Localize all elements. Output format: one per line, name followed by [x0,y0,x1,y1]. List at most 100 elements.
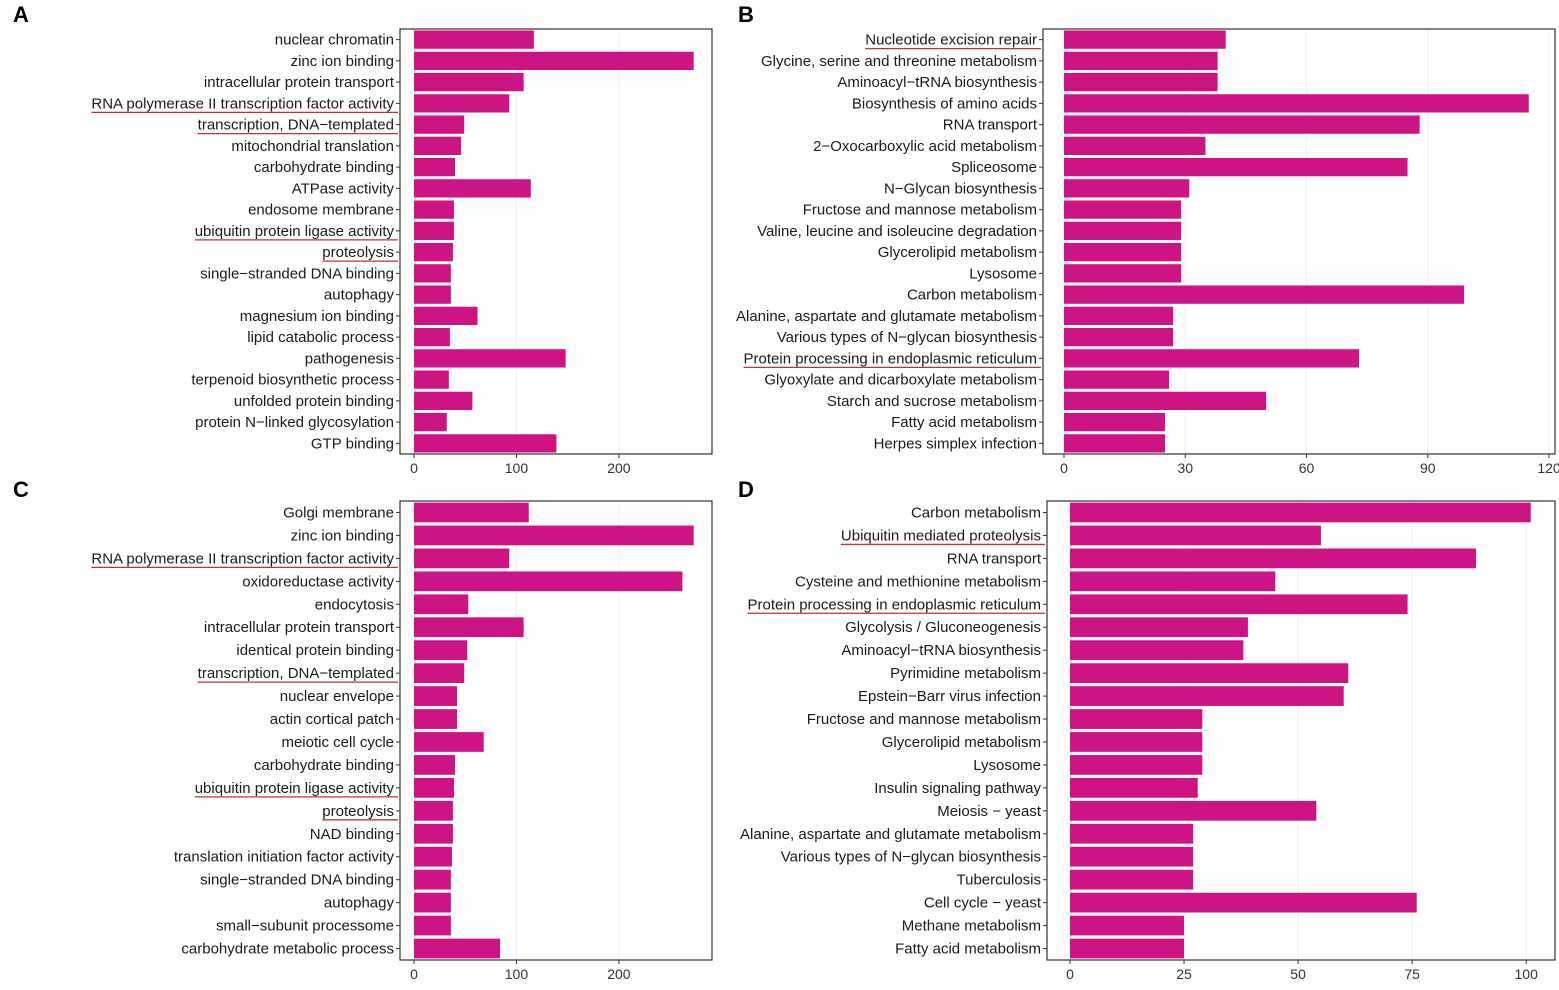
bar [414,370,449,389]
plot-frame [399,500,713,961]
category-label: ubiquitin protein ligase activity [195,223,395,240]
bar [1064,136,1206,156]
bar [1070,755,1203,775]
category-label: meiotic cell cycle [281,734,394,751]
category-label: Herpes simplex infection [874,435,1037,452]
x-tick-label: 200 [607,966,631,982]
category-label: identical protein binding [236,642,394,659]
x-tick-label: 30 [1177,460,1193,476]
category-label: ATPase activity [292,180,395,197]
bar [414,732,484,752]
bar [1064,285,1465,304]
category-label: mitochondrial translation [231,138,394,155]
category-label: Lysosome [969,265,1037,282]
bar [1064,391,1267,411]
category-label: Fructose and mannose metabolism [807,711,1041,728]
bar [414,938,501,959]
category-label: Carbon metabolism [907,287,1037,304]
category-label: autophagy [324,895,395,912]
panel-b: B Nucleotide excision repair Glycine, seri… [736,2,1559,476]
bar [414,800,453,821]
x-tick-label: 50 [1290,966,1306,982]
x-tick-label: 0 [1066,966,1074,982]
x-tick-label: 60 [1299,460,1315,476]
x-tick-label: 100 [505,460,529,476]
bar [414,179,531,198]
category-label: translation initiation factor activity [174,849,395,866]
plot-frame [1042,28,1556,455]
bar [414,594,469,615]
category-label: GTP binding [311,435,394,452]
bar [414,663,465,683]
bar [1070,869,1194,890]
x-tick-label: 0 [410,460,418,476]
category-label: Aminoacyl−tRNA biosynthesis [837,74,1037,91]
bar [414,72,524,92]
bar [414,30,534,49]
category-label: intracellular protein transport [204,619,395,636]
category-label: Various types of N−glycan biosynthesis [781,849,1041,866]
bar [1064,306,1174,326]
category-label: carbohydrate binding [254,757,394,774]
bar [1070,594,1408,615]
bar [414,221,454,241]
category-label: Methane metabolism [902,918,1041,935]
bar [414,115,465,134]
plot-frame [1046,500,1556,961]
category-label: ubiquitin protein ligase activity [195,780,395,797]
x-tick-label: 0 [410,966,418,982]
bar [414,846,452,867]
bar [1070,892,1417,913]
category-label: Protein processing in endoplasmic reticu… [748,596,1041,613]
bar [1070,823,1194,844]
x-tick-label: 120 [1537,460,1559,476]
category-label: Meiosis − yeast [937,803,1042,820]
bar [414,200,454,219]
category-label: pathogenesis [305,350,394,367]
category-label: Cell cycle − yeast [924,895,1042,912]
bar [414,640,468,661]
category-label: Ubiquitin mediated proteolysis [841,527,1041,544]
category-label: Valine, leucine and isoleucine degradati… [757,223,1037,240]
bar [1070,732,1203,752]
x-tick-label: 90 [1420,460,1436,476]
category-label: Fatty acid metabolism [895,941,1041,958]
category-label: Starch and sucrose metabolism [827,393,1037,410]
category-label: Glycerolipid metabolism [882,734,1041,751]
category-label: zinc ion binding [291,527,394,544]
bar [414,617,524,638]
x-tick-label: 25 [1176,966,1192,982]
category-label: single−stranded DNA binding [200,265,394,282]
x-tick-label: 100 [505,966,529,982]
category-label: autophagy [324,287,395,304]
category-label: Alanine, aspartate and glutamate metabol… [740,826,1041,843]
category-label: Glycine, serine and threonine metabolism [761,53,1037,70]
category-label: lipid catabolic process [247,329,394,346]
category-label: RNA transport [943,117,1038,134]
bar [1070,617,1248,638]
category-label: Aminoacyl−tRNA biosynthesis [841,642,1041,659]
category-label: Alanine, aspartate and glutamate metabol… [736,308,1037,325]
bar [414,709,458,729]
category-label: nuclear envelope [280,688,394,705]
bar [1064,115,1420,134]
bar [414,869,451,890]
panel-d: D Carbon metabolism Ubiquitin mediated pro… [738,477,1556,982]
category-label: Glyoxylate and dicarboxylate metabolism [764,372,1037,389]
category-label: Carbon metabolism [911,504,1041,521]
bar [1070,571,1276,592]
category-label: endosome membrane [248,202,394,219]
category-label: Pyrimidine metabolism [890,665,1041,682]
bar [1064,264,1182,283]
category-label: RNA transport [947,550,1042,567]
bar [1064,51,1218,71]
bar [1070,663,1349,683]
bar [1070,640,1244,661]
category-label: nuclear chromatin [275,32,394,49]
category-label: endocytosis [315,596,394,613]
bar [1064,242,1182,262]
category-label: RNA polymerase II transcription factor a… [91,95,394,112]
bar [414,571,683,592]
bar [414,755,455,775]
